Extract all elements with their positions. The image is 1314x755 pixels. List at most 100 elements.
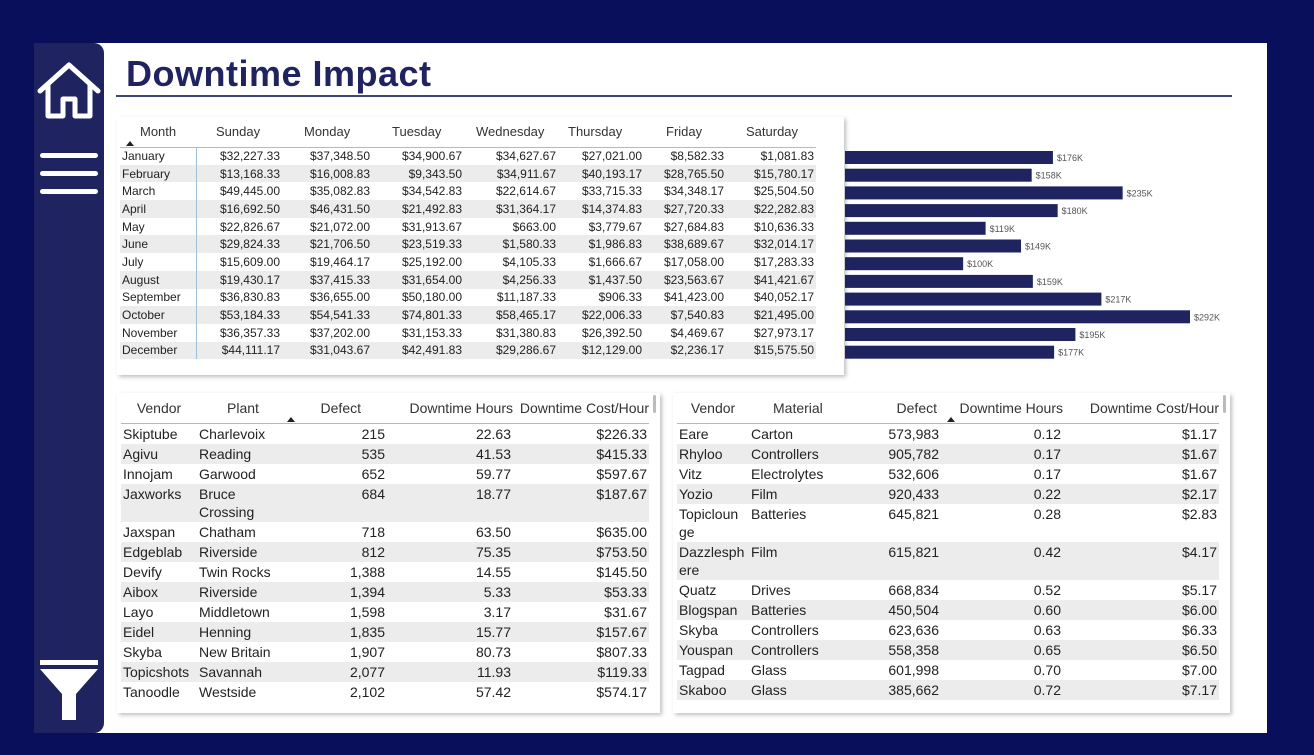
table-cell: $7.17 — [1063, 679, 1219, 700]
menu-button[interactable] — [34, 151, 104, 201]
table-cell: $23,519.33 — [372, 235, 464, 254]
table-row[interactable]: June $29,824.33 $21,706.50 $23,519.33 $1,580… — [120, 235, 816, 254]
table-row[interactable]: Tanoodle Westside 2,102 57.42 $574.17 — [121, 682, 649, 702]
table-row[interactable]: September $36,830.83 $36,655.00 $50,180.00 $… — [120, 288, 816, 307]
column-header[interactable]: Plant — [227, 399, 259, 416]
sort-ascending-icon[interactable] — [287, 416, 295, 422]
table-cell: $27,021.00 — [581, 149, 642, 164]
table-row[interactable]: Skyba Controllers 623,636 0.63 $6.33 — [677, 620, 1219, 640]
bar-april[interactable] — [845, 204, 1058, 218]
table-row[interactable]: October $53,184.33 $54,541.33 $74,801.33 $58… — [120, 306, 816, 324]
table-row[interactable]: April $16,692.50 $46,431.50 $21,492.83 $31,3… — [120, 200, 816, 218]
table-cell: Blogspan — [677, 599, 749, 620]
table-row[interactable]: Tagpad Glass 601,998 0.70 $7.00 — [677, 660, 1219, 680]
column-header[interactable]: Material — [773, 399, 823, 416]
table-cell: 684 — [287, 483, 387, 522]
bar-july[interactable] — [845, 257, 964, 271]
table-row[interactable]: Youspan Controllers 558,358 0.65 $6.50 — [677, 639, 1219, 660]
bar-may[interactable] — [845, 221, 986, 235]
table-row[interactable]: November $36,357.33 $37,202.00 $31,153.33 $3… — [120, 323, 816, 342]
table-row[interactable]: Eidel Henning 1,835 15.77 $157.67 — [121, 621, 649, 642]
column-header[interactable]: Friday — [666, 124, 703, 140]
table-row[interactable]: Devify Twin Rocks 1,388 14.55 $145.50 — [121, 562, 649, 582]
table-cell: $906.33 — [598, 290, 642, 305]
sort-ascending-icon[interactable] — [126, 140, 134, 146]
column-header[interactable]: Downtime Hours — [409, 399, 513, 416]
bar-march[interactable] — [845, 186, 1123, 200]
bar-august[interactable] — [845, 274, 1033, 288]
table-cell: $11,187.33 — [496, 290, 556, 305]
column-header[interactable]: Monday — [304, 124, 351, 140]
column-header[interactable]: Vendor — [690, 399, 736, 416]
table-row[interactable]: Jaxspan Chatham 718 63.50 $635.00 — [121, 522, 649, 542]
table-row[interactable]: Blogspan Batteries 450,504 0.60 $6.00 — [677, 599, 1219, 620]
bar-september[interactable] — [845, 292, 1102, 306]
column-header[interactable]: Defect — [896, 399, 937, 416]
table-row[interactable]: Topicshots Savannah 2,077 11.93 $119.33 — [121, 661, 649, 682]
column-header[interactable]: Tuesday — [392, 124, 442, 140]
bar-data-label: $119K — [990, 224, 1015, 234]
table-cell: $4,256.33 — [464, 270, 558, 289]
table-row[interactable]: Skaboo Glass 385,662 0.72 $7.17 — [677, 679, 1219, 700]
table-cell: $23,563.67 — [644, 270, 726, 289]
vendor-plant-table[interactable]: Vendor Plant Defect Downtime Hours Downt… — [117, 393, 660, 713]
table-cell: 0.42 — [941, 541, 1063, 580]
column-header[interactable]: Downtime Hours — [941, 393, 1063, 423]
bar-june[interactable] — [845, 239, 1022, 253]
table-row[interactable]: Rhyloo Controllers 905,782 0.17 $1.67 — [677, 443, 1219, 464]
table-row[interactable]: Vitz Electrolytes 532,606 0.17 $1.67 — [677, 464, 1219, 484]
vendor-material-table[interactable]: Vendor Material Defect Downtime Hours Do… — [673, 393, 1230, 713]
table-row[interactable]: Quatz Drives 668,834 0.52 $5.17 — [677, 580, 1219, 600]
table-row[interactable]: January $32,227.33 $37,348.50 $34,900.67 $34… — [120, 147, 816, 165]
bar-december[interactable] — [845, 345, 1055, 359]
bar-february[interactable] — [845, 168, 1032, 182]
sort-ascending-icon[interactable] — [947, 416, 955, 422]
table-row[interactable]: March $49,445.00 $35,082.83 $34,542.83 $22,6… — [120, 182, 816, 201]
table-cell: 0.52 — [1033, 581, 1061, 598]
table-row[interactable]: Layo Middletown 1,598 3.17 $31.67 — [121, 602, 649, 622]
table-row[interactable]: Aibox Riverside 1,394 5.33 $53.33 — [121, 581, 649, 602]
table-row[interactable]: Agivu Reading 535 41.53 $415.33 — [121, 443, 649, 464]
table-row[interactable]: February $13,168.33 $16,008.83 $9,343.50 $34… — [120, 164, 816, 183]
table-row[interactable]: August $19,430.17 $37,415.33 $31,654.00 $4,2… — [120, 270, 816, 289]
table-row[interactable]: July $15,609.00 $19,464.17 $25,192.00 $4,105… — [120, 253, 816, 271]
column-header[interactable]: Saturday — [746, 124, 799, 140]
filter-button[interactable] — [34, 658, 104, 723]
bar-january[interactable] — [845, 151, 1053, 164]
table-cell: $16,008.83 — [282, 164, 372, 183]
column-header[interactable]: Wednesday — [476, 124, 545, 140]
column-header[interactable]: Month — [120, 117, 196, 147]
scrollbar[interactable] — [1223, 395, 1226, 413]
table-row[interactable]: Edgeblab Riverside 812 75.35 $753.50 — [121, 541, 649, 562]
column-header[interactable]: Downtime Cost/Hour — [519, 399, 649, 416]
column-header[interactable]: Downtime Cost/Hour — [1089, 399, 1219, 416]
table-cell: $4.17 — [1063, 541, 1219, 580]
column-header[interactable]: Defect — [287, 393, 387, 423]
column-header[interactable]: Thursday — [568, 124, 623, 140]
table-row[interactable]: December $44,111.17 $31,043.67 $42,491.83 $2… — [120, 341, 816, 360]
table-row[interactable]: Topicloun ge Batteries 645,821 0.28 $2.83 — [677, 504, 1219, 542]
month-weekday-table[interactable]: Month Sunday Monday Tuesday Wednesday Th… — [117, 117, 844, 375]
table-row[interactable]: Skyba New Britain 1,907 80.73 $807.33 — [121, 642, 649, 662]
column-header[interactable]: Sunday — [216, 124, 261, 140]
table-row[interactable]: Eare Carton 573,983 0.12 $1.17 — [677, 423, 1219, 444]
table-row[interactable]: May $22,826.67 $21,072.00 $31,913.67 $663.00… — [120, 217, 816, 236]
table-cell: Film — [749, 483, 853, 504]
column-header-label: Defect — [320, 399, 361, 416]
bar-october[interactable] — [845, 310, 1190, 324]
table-row[interactable]: Yozio Film 920,433 0.22 $2.17 — [677, 483, 1219, 504]
table-row[interactable]: Skiptube Charlevoix 215 22.63 $226.33 — [121, 423, 649, 444]
table-cell: Eare — [679, 425, 709, 442]
scrollbar[interactable] — [653, 395, 656, 413]
table-cell: 0.63 — [1033, 621, 1061, 638]
column-header[interactable]: Vendor — [136, 399, 182, 416]
table-row[interactable]: Innojam Garwood 652 59.77 $597.67 — [121, 464, 649, 484]
table-row[interactable]: Jaxworks Bruce Crossing 684 18.77 $187.67 — [121, 483, 649, 522]
bar-november[interactable] — [845, 328, 1076, 341]
table-row[interactable]: Dazzlesph ere Film 615,821 0.42 $4.17 — [677, 541, 1219, 580]
table-cell: $1,580.33 — [464, 235, 558, 254]
bar-data-label: $292K — [1194, 312, 1220, 322]
table-cell: $663.00 — [512, 219, 556, 234]
table-cell: $25,192.00 — [401, 254, 462, 269]
home-button[interactable] — [34, 61, 104, 121]
